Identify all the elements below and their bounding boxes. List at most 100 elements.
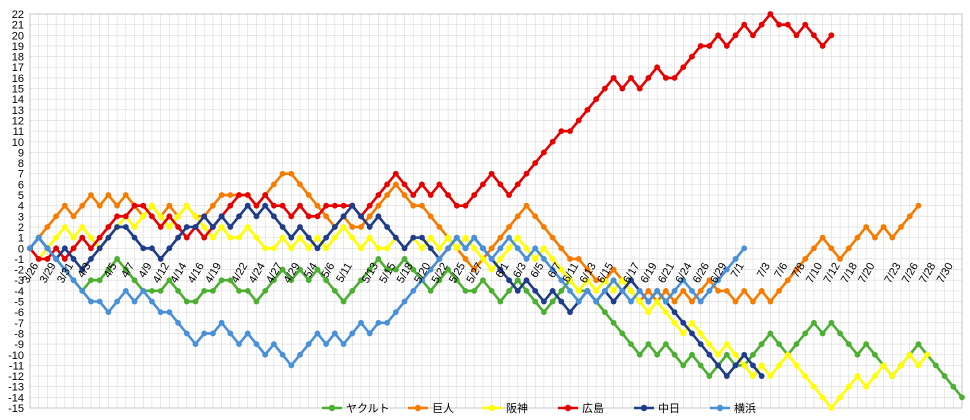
series-point <box>750 298 756 305</box>
series-point <box>584 106 591 113</box>
series-point <box>149 202 155 209</box>
series-point <box>340 213 347 220</box>
series-point <box>654 298 661 305</box>
y-tick-label: 17 <box>12 62 24 74</box>
series-point <box>401 245 408 252</box>
series-point <box>758 287 765 294</box>
series-point <box>645 309 652 316</box>
series-point <box>236 213 242 220</box>
series-point <box>680 362 687 369</box>
series-point <box>392 181 399 188</box>
series-point <box>366 202 373 209</box>
legend-label: 横浜 <box>734 401 756 415</box>
y-tick-label: 21 <box>12 20 24 32</box>
series-point <box>183 234 190 241</box>
y-tick-label: -8 <box>14 328 24 340</box>
series-point <box>567 128 573 135</box>
series-point <box>419 277 425 284</box>
series-point <box>680 287 687 294</box>
series-point <box>610 298 617 305</box>
series-point <box>410 202 417 209</box>
series-point <box>122 192 129 198</box>
series-point <box>79 266 86 273</box>
series-point <box>689 330 695 337</box>
series-point <box>183 224 190 230</box>
series-point <box>488 287 495 294</box>
y-axis-ticks: 222120191817161514131211109876543210-1-2… <box>8 9 24 415</box>
series-point <box>445 266 451 273</box>
series-point <box>410 192 417 198</box>
series-point <box>811 245 817 252</box>
series-point <box>541 149 547 156</box>
series-point <box>122 287 129 294</box>
series-point <box>723 43 730 49</box>
series-point <box>567 287 573 294</box>
y-tick-label: 12 <box>12 115 24 127</box>
series-point <box>793 341 800 348</box>
series-point <box>532 245 539 252</box>
series-point <box>645 287 652 294</box>
legend-label: ヤクルト <box>346 402 390 415</box>
series-point <box>532 287 539 294</box>
series-point <box>462 245 469 252</box>
series-point <box>114 256 121 262</box>
series-point <box>471 192 478 198</box>
series-point <box>863 383 870 390</box>
series-point <box>192 213 199 220</box>
series-point <box>297 224 303 230</box>
series-point <box>105 309 112 316</box>
series-point <box>671 298 678 305</box>
series-point <box>53 256 60 262</box>
series-point <box>750 351 756 358</box>
series-point <box>262 202 269 209</box>
series-point <box>706 341 713 348</box>
series-point <box>811 32 817 39</box>
series-point <box>723 266 730 273</box>
series-point <box>845 341 852 348</box>
series-point <box>462 256 469 262</box>
series-point <box>758 21 765 28</box>
series-point <box>619 287 626 294</box>
series-point <box>723 341 730 348</box>
series-point <box>305 341 312 348</box>
series-point <box>575 298 582 305</box>
series-point <box>462 287 469 294</box>
series-point <box>96 277 103 284</box>
series-point <box>514 213 521 220</box>
series-point <box>732 32 739 39</box>
y-tick-label: 19 <box>12 41 24 53</box>
series-point <box>384 192 391 198</box>
series-layer <box>27 11 965 411</box>
y-tick-label: -1 <box>14 254 24 266</box>
series-point <box>227 277 234 284</box>
series-point <box>427 213 434 220</box>
series-point <box>784 21 791 28</box>
series-point <box>331 202 338 209</box>
series-point <box>689 298 695 305</box>
series-point <box>201 224 208 230</box>
series-point <box>802 256 809 262</box>
series-point <box>175 224 181 230</box>
series-point <box>262 287 269 294</box>
y-tick-label: 18 <box>12 52 24 64</box>
series-point <box>915 362 922 369</box>
series-point <box>218 224 225 230</box>
series-point <box>201 330 208 337</box>
series-point <box>331 330 338 337</box>
series-point <box>262 245 269 252</box>
series-point <box>244 287 251 294</box>
series-point <box>453 234 460 241</box>
series-point <box>427 266 434 273</box>
series-point <box>706 277 713 284</box>
series-point <box>131 224 138 230</box>
series-point <box>662 74 669 81</box>
legend-label: 広島 <box>582 401 604 415</box>
series-point <box>175 287 181 294</box>
series-point <box>140 213 147 220</box>
y-tick-label: -4 <box>14 286 24 298</box>
series-point <box>750 373 756 379</box>
series-point <box>331 234 338 241</box>
series-point <box>898 224 904 230</box>
series-point <box>488 170 495 177</box>
series-point <box>619 277 626 284</box>
